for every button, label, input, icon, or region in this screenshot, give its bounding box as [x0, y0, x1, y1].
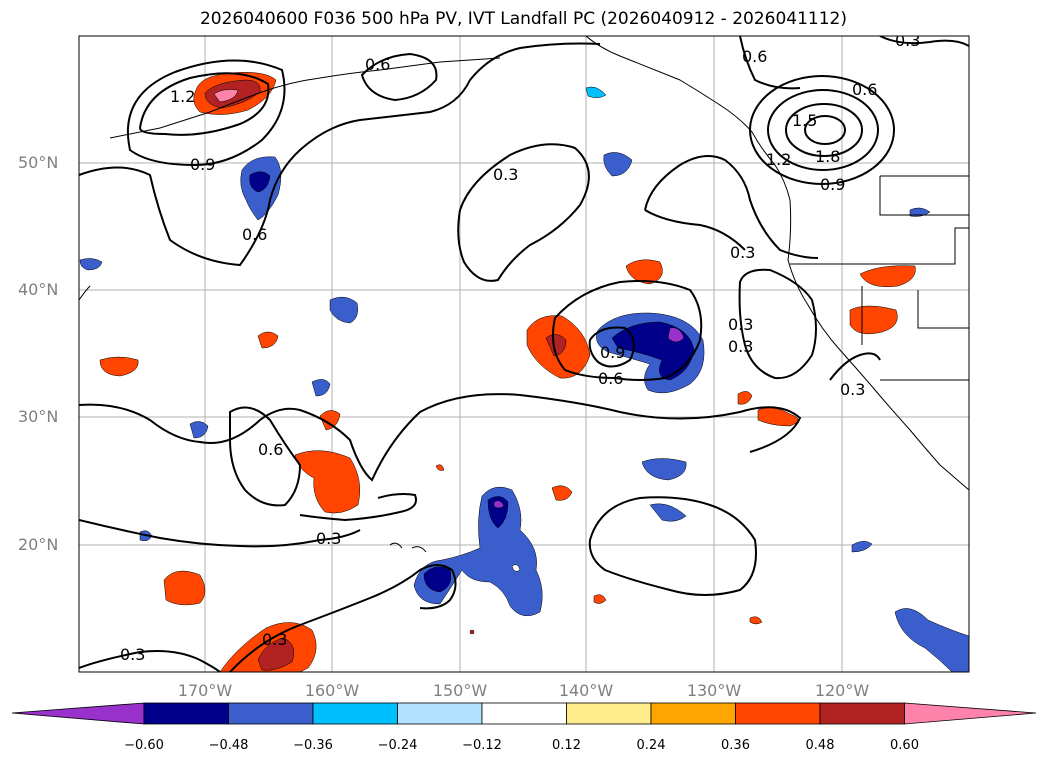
contour-label: 0.3	[120, 645, 145, 664]
lat-label-40: 40°N	[18, 280, 59, 299]
contour-labels: 1.2 0.9 0.6 0.3 0.6 0.3 0.9 0.6 0.3 0.3 …	[120, 31, 920, 664]
contour-label: 0.3	[316, 529, 341, 548]
colorbar-tick: −0.36	[293, 738, 333, 753]
lat-label-50: 50°N	[18, 153, 59, 172]
colorbar-tick: 0.24	[636, 738, 666, 753]
lon-label-170w: 170°W	[177, 681, 233, 700]
lon-label-130w: 130°W	[686, 681, 742, 700]
contour-label: 0.3	[262, 630, 287, 649]
lat-label-20: 20°N	[18, 535, 59, 554]
colorbar-tick: −0.12	[462, 738, 502, 753]
contour-label: 0.3	[730, 243, 755, 262]
contour-label: 0.3	[728, 315, 753, 334]
contour-label: 0.6	[852, 80, 877, 99]
lon-label-160w: 160°W	[304, 681, 360, 700]
blob-red-west	[294, 450, 360, 514]
lat-label-30: 30°N	[18, 407, 59, 426]
colorbar-tick: 0.12	[552, 738, 581, 753]
colorbar-extend-high	[904, 702, 1037, 725]
contour-label: 0.3	[493, 165, 518, 184]
lon-label-140w: 140°W	[558, 681, 614, 700]
contour-label: 0.6	[365, 55, 390, 74]
lon-label-150w: 150°W	[432, 681, 488, 700]
contour-label: 1.2	[170, 87, 195, 106]
contour-label: 1.2	[766, 150, 791, 169]
contour-label: 0.9	[600, 343, 625, 362]
colorbar	[11, 702, 1037, 725]
contour-label: 0.6	[742, 47, 767, 66]
contour-label: 1.5	[792, 111, 817, 130]
map-title: 2026040600 F036 500 hPa PV, IVT Landfall…	[199, 9, 847, 29]
contour-label: 0.6	[598, 369, 623, 388]
colorbar-extend-low	[11, 702, 145, 725]
blob-blue-se	[894, 608, 969, 672]
pv-contours	[79, 36, 969, 672]
colorbar-tick: 0.48	[805, 738, 835, 753]
contour-label: 1.8	[815, 147, 840, 166]
contour-label: 0.3	[840, 380, 865, 399]
colorbar-tick: 0.60	[890, 738, 919, 753]
pv-fill-blobs	[79, 72, 969, 672]
colorbar-tick: −0.24	[377, 738, 418, 753]
colorbar-tick: 0.36	[721, 738, 750, 753]
colorbar-tick: −0.60	[124, 738, 164, 753]
contour-label: 0.6	[258, 440, 283, 459]
contour-label: 0.3	[895, 31, 920, 50]
map-frame	[78, 35, 970, 673]
contour-label: 0.6	[242, 225, 267, 244]
lon-label-120w: 120°W	[814, 681, 870, 700]
blob-blue-south	[413, 486, 543, 617]
contour-label: 0.3	[728, 337, 753, 356]
contour-label: 0.9	[190, 155, 215, 174]
coastlines	[79, 36, 969, 553]
colorbar-tick: −0.48	[208, 738, 249, 753]
contour-label: 0.9	[820, 175, 845, 194]
